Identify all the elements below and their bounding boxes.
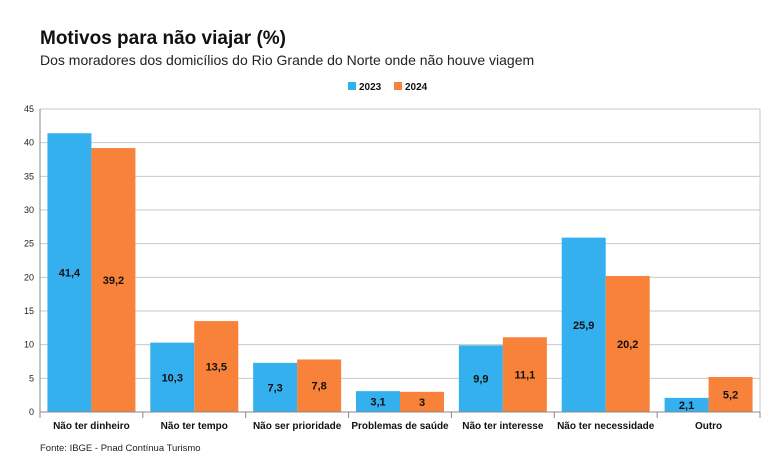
y-tick-label: 10 xyxy=(24,340,34,350)
y-tick-label: 45 xyxy=(24,104,34,114)
legend-swatch-2024 xyxy=(394,82,402,90)
data-label: 9,9 xyxy=(473,374,488,386)
y-tick-label: 5 xyxy=(29,373,34,383)
bar-2024-1 xyxy=(194,321,239,412)
y-tick-label: 20 xyxy=(24,272,34,282)
chart-title: Motivos para não viajar (%) xyxy=(40,28,287,49)
data-label: 3 xyxy=(419,397,425,409)
bar-2024-4 xyxy=(502,337,547,412)
y-tick-label: 25 xyxy=(24,239,34,249)
data-label: 2,1 xyxy=(679,400,694,412)
data-label: 41,4 xyxy=(59,268,81,280)
legend: 2023 2024 xyxy=(348,82,428,93)
legend-swatch-2023 xyxy=(348,82,356,90)
bar-2024-2 xyxy=(297,359,342,412)
bar-2024-3 xyxy=(400,391,444,412)
bar-2024-5 xyxy=(605,275,650,412)
bar-2024-0 xyxy=(91,148,136,412)
legend-label-2024: 2024 xyxy=(405,82,428,93)
x-tick-label: Não ter tempo xyxy=(161,421,228,432)
y-tick-label: 30 xyxy=(24,205,34,215)
bar-2023-5 xyxy=(561,237,606,412)
data-label: 3,1 xyxy=(370,397,385,409)
x-tick-label: Outro xyxy=(695,421,722,432)
bar-2023-6 xyxy=(664,397,709,412)
bars xyxy=(47,133,753,413)
legend-label-2023: 2023 xyxy=(359,82,382,93)
bar-2023-1 xyxy=(150,342,195,412)
x-axis: Não ter dinheiro Não ter tempo Não ser pri… xyxy=(39,411,761,432)
bar-2024-6 xyxy=(708,376,753,412)
data-label: 10,3 xyxy=(162,372,183,384)
y-tick-label: 0 xyxy=(29,407,34,417)
data-labels: 41,4 39,2 10,3 13,5 7,3 7,8 3,1 3 9,9 11,1 25,9 20,… xyxy=(59,268,739,412)
data-label: 20,2 xyxy=(617,339,638,351)
x-tick-label: Não ser prioridade xyxy=(253,421,342,432)
y-tick-label: 40 xyxy=(24,138,34,148)
x-tick-label: Problemas de saúde xyxy=(351,421,449,432)
data-label: 7,3 xyxy=(267,382,282,394)
bar-2023-3 xyxy=(356,391,400,412)
data-label: 39,2 xyxy=(103,275,124,287)
source-note: Fonte: IBGE - Pnad Contínua Turismo xyxy=(40,443,201,454)
data-label: 7,8 xyxy=(311,381,326,393)
gridlines xyxy=(40,108,761,413)
x-tick-label: Não ter interesse xyxy=(462,421,544,432)
x-tick-label: Não ter dinheiro xyxy=(53,421,130,432)
x-tick-label: Não ter necessidade xyxy=(557,421,655,432)
data-label: 25,9 xyxy=(573,320,594,332)
data-label: 11,1 xyxy=(514,370,535,382)
data-label: 5,2 xyxy=(723,389,738,401)
y-axis: 0 5 10 15 20 25 30 35 40 45 xyxy=(24,104,41,417)
bar-2023-4 xyxy=(458,345,503,412)
bar-2023-2 xyxy=(253,362,298,412)
y-tick-label: 35 xyxy=(24,171,34,181)
chart-subtitle: Dos moradores dos domicílios do Rio Gran… xyxy=(40,52,535,68)
y-tick-label: 15 xyxy=(24,306,34,316)
bar-2023-0 xyxy=(47,133,92,413)
data-label: 13,5 xyxy=(206,362,227,374)
